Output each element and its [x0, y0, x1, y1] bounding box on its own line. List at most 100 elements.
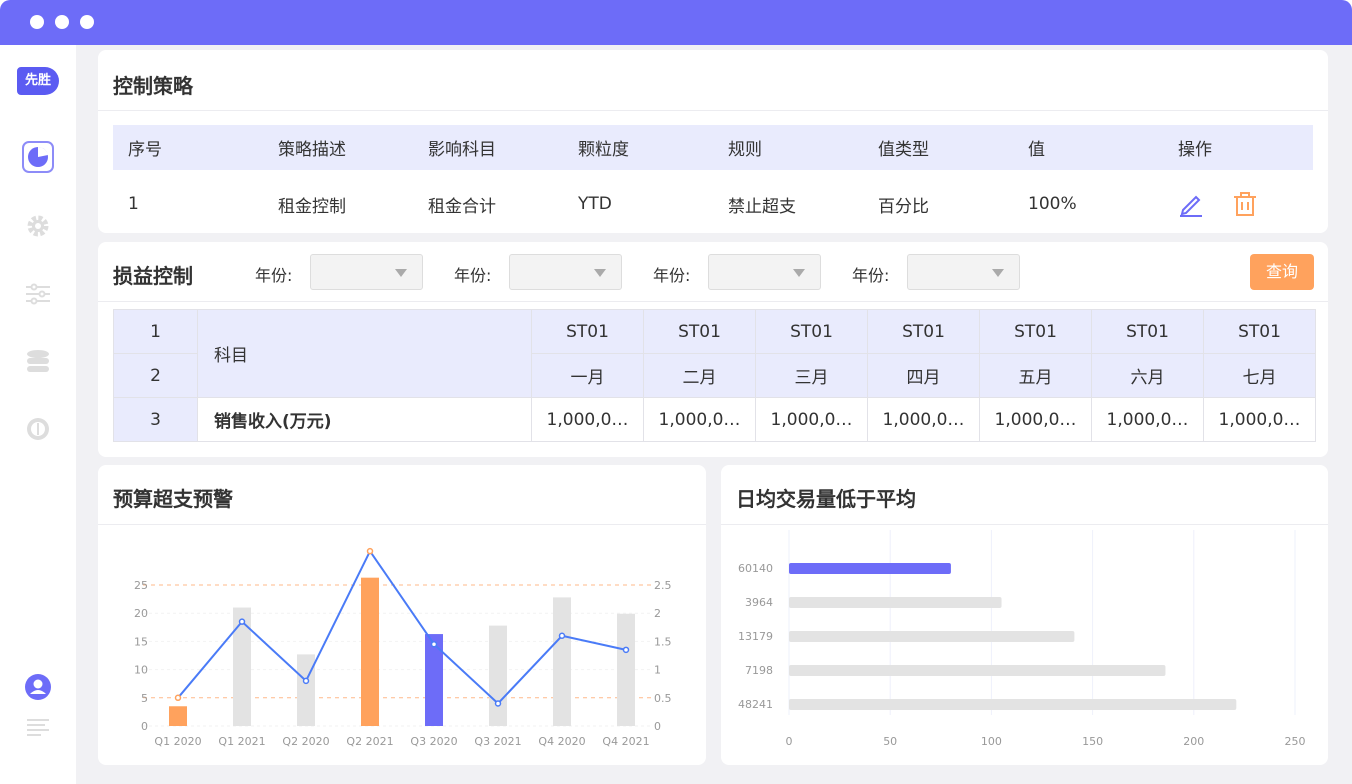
menu-lines-icon[interactable] [22, 712, 54, 744]
line-point [430, 640, 438, 648]
y2-tick-label: 1.5 [654, 635, 672, 648]
line-point [558, 632, 566, 640]
table-row: 3 销售收入(万元) 1,000,0… 1,000,0… 1,000,0… 1,… [113, 397, 1316, 442]
bar [169, 706, 187, 726]
y2-tick-label: 2.5 [654, 579, 672, 592]
cell[interactable]: 1,000,0… [531, 397, 644, 442]
cell: 百分比 [878, 196, 929, 217]
cell[interactable]: 1,000,0… [979, 397, 1092, 442]
code-header: ST01 [867, 309, 980, 354]
line-point [366, 547, 374, 555]
bar [617, 613, 635, 726]
card-title: 预算超支预警 [113, 487, 233, 511]
query-button[interactable]: 查询 [1250, 254, 1314, 290]
col-header: 值 [1028, 140, 1045, 160]
cell: 1 [128, 194, 139, 214]
strategy-table: 序号 策略描述 影响科目 颗粒度 规则 值类型 值 操作 1 租金控制 租金合计… [113, 125, 1313, 238]
year-label: 年份: [653, 266, 691, 285]
code-header: ST01 [531, 309, 644, 354]
bar [789, 597, 1002, 608]
y-tick-label: 15 [134, 635, 148, 648]
line-point [174, 694, 182, 702]
line-point [494, 700, 502, 707]
month-header: 五月 [979, 353, 1092, 398]
bar [789, 699, 1237, 710]
bar [789, 631, 1075, 642]
code-header: ST01 [1091, 309, 1204, 354]
table-header: 序号 策略描述 影响科目 颗粒度 规则 值类型 值 操作 [113, 125, 1313, 170]
year-label: 年份: [255, 266, 293, 285]
x-tick-label: Q3 2020 [410, 735, 457, 748]
y-tick-label: 5 [141, 692, 148, 705]
edit-icon[interactable] [1178, 191, 1204, 217]
combo-chart: 0 0 5 0.5 10 1 15 1.5 20 2 25 2.5 Q1 2020 Q1 2021 Q2 2… [134, 547, 672, 748]
year-select-1[interactable] [310, 254, 423, 290]
card-title: 日均交易量低于平均 [736, 487, 916, 511]
horizontal-bar-chart: 0 50 100 150 200 250 60140 3964 13179 7198 48241 [738, 530, 1306, 748]
x-tick-label: Q3 2021 [474, 735, 521, 748]
cell[interactable]: 1,000,0… [1203, 397, 1316, 442]
month-header: 一月 [531, 353, 644, 398]
year-select-2[interactable] [509, 254, 622, 290]
x-tick-label: 150 [1082, 735, 1103, 748]
col-header: 策略描述 [278, 140, 346, 160]
code-header: ST01 [979, 309, 1092, 354]
y-tick-label: 48241 [738, 698, 773, 711]
sliders-icon[interactable] [22, 278, 54, 310]
budget-overrun-card: 预算超支预警 0 0 5 0.5 10 1 15 1.5 20 2 25 2.5 Q1 2020 Q1 2… [98, 465, 706, 765]
line-point [302, 677, 310, 685]
code-header: ST01 [1203, 309, 1316, 354]
code-header: ST01 [643, 309, 756, 354]
x-tick-label: Q2 2021 [346, 735, 393, 748]
y-tick-label: 13179 [738, 630, 773, 643]
main-content: 控制策略 序号 策略描述 影响科目 颗粒度 规则 值类型 值 操作 1 租金控制… [76, 45, 1352, 784]
col-header: 规则 [728, 140, 762, 160]
window-close-dot[interactable] [30, 15, 44, 29]
pl-table: 1 科目 ST01 ST01 ST01 ST01 ST01 ST01 ST01 … [113, 309, 1316, 442]
col-header: 值类型 [878, 140, 929, 160]
y-tick-label: 60140 [738, 562, 773, 575]
cell: 100% [1028, 194, 1077, 214]
bar [553, 597, 571, 726]
cell[interactable]: 1,000,0… [643, 397, 756, 442]
y-tick-label: 0 [141, 720, 148, 733]
x-tick-label: 200 [1183, 735, 1204, 748]
bar [425, 634, 443, 726]
bar [297, 654, 315, 726]
cell[interactable]: 1,000,0… [755, 397, 868, 442]
logo: 先胜 [17, 67, 59, 95]
control-strategy-card: 控制策略 序号 策略描述 影响科目 颗粒度 规则 值类型 值 操作 1 租金控制… [98, 50, 1328, 233]
cell[interactable]: 1,000,0… [1091, 397, 1204, 442]
actions-cell [1163, 191, 1313, 217]
line-point [622, 646, 630, 654]
year-select-4[interactable] [907, 254, 1020, 290]
cell: 租金合计 [428, 196, 496, 217]
cell: 禁止超支 [728, 196, 796, 217]
y-tick-label: 10 [134, 664, 148, 677]
x-tick-label: Q4 2021 [602, 735, 649, 748]
year-select-3[interactable] [708, 254, 821, 290]
delete-icon[interactable] [1232, 191, 1258, 217]
cell[interactable]: 1,000,0… [867, 397, 980, 442]
pie-chart-icon[interactable] [22, 141, 54, 173]
y2-tick-label: 2 [654, 607, 661, 620]
user-icon[interactable] [22, 671, 54, 703]
daily-volume-card: 日均交易量低于平均 0 50 100 150 200 250 60140 3964 13179 7… [721, 465, 1328, 765]
row-number: 1 [113, 309, 198, 354]
y-tick-label: 7198 [745, 664, 773, 677]
x-tick-label: Q4 2020 [538, 735, 585, 748]
gear-icon[interactable] [22, 210, 54, 242]
x-tick-label: 250 [1285, 735, 1306, 748]
database-icon[interactable] [22, 345, 54, 377]
window-maximize-dot[interactable] [80, 15, 94, 29]
row-number: 3 [113, 397, 198, 442]
month-header: 四月 [867, 353, 980, 398]
x-tick-label: Q1 2021 [218, 735, 265, 748]
card-title: 损益控制 [113, 264, 193, 288]
month-header: 七月 [1203, 353, 1316, 398]
col-header: 操作 [1178, 140, 1212, 160]
month-header: 三月 [755, 353, 868, 398]
window-minimize-dot[interactable] [55, 15, 69, 29]
year-label: 年份: [852, 266, 890, 285]
gauge-icon[interactable] [22, 413, 54, 445]
